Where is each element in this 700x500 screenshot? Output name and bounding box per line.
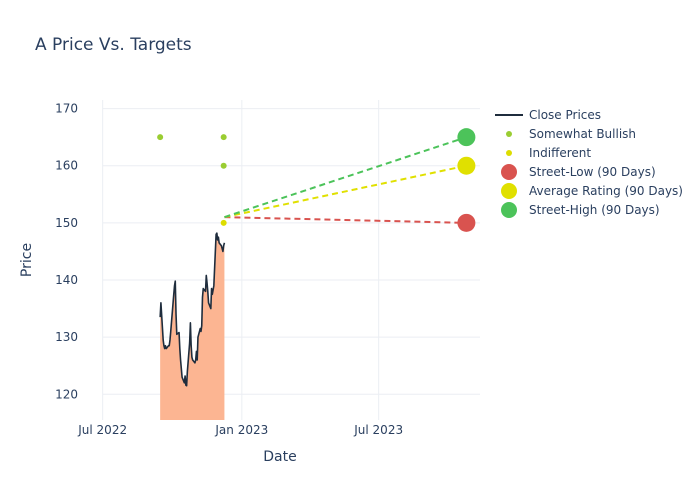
- legend-circle-swatch: [501, 183, 517, 199]
- legend-label: Close Prices: [529, 108, 601, 122]
- legend-item[interactable]: Average Rating (90 Days): [501, 183, 683, 199]
- x-axis-ticks: Jul 2022 Jan 2023 Jul 2023: [77, 423, 403, 437]
- y-axis-title: Price: [19, 243, 35, 277]
- chart-title: A Price Vs. Targets: [35, 35, 192, 55]
- rating-markers: [157, 128, 476, 232]
- x-tick-label: Jul 2022: [77, 423, 127, 437]
- rating-marker: [220, 134, 227, 141]
- x-axis-title: Date: [263, 449, 296, 465]
- legend-label: Somewhat Bullish: [529, 127, 636, 141]
- legend-item[interactable]: Somewhat Bullish: [506, 127, 636, 141]
- legend-circle-swatch: [501, 202, 517, 218]
- close-price-path: [159, 232, 226, 387]
- legend-item[interactable]: Street-Low (90 Days): [501, 164, 656, 180]
- target-line: [224, 136, 467, 219]
- y-tick-label: 130: [55, 330, 78, 344]
- x-tick-label: Jan 2023: [214, 423, 268, 437]
- rating-marker: [220, 162, 227, 169]
- y-tick-label: 140: [55, 273, 78, 287]
- legend[interactable]: Close Prices Somewhat Bullish Indifferent S…: [495, 108, 683, 218]
- y-tick-label: 120: [55, 387, 78, 401]
- rating-marker: [220, 219, 227, 226]
- legend-label: Street-Low (90 Days): [529, 165, 656, 179]
- x-tick-label: Jul 2023: [353, 423, 403, 437]
- y-tick-label: 160: [55, 159, 78, 173]
- legend-label: Street-High (90 Days): [529, 203, 660, 217]
- close-price-area-fill: [160, 233, 225, 420]
- legend-circle-swatch: [501, 164, 517, 180]
- y-tick-label: 170: [55, 102, 78, 116]
- y-tick-label: 150: [55, 216, 78, 230]
- target-marker: [457, 156, 476, 175]
- legend-label: Average Rating (90 Days): [529, 184, 683, 198]
- target-line: [224, 216, 467, 224]
- legend-item[interactable]: Street-High (90 Days): [501, 202, 660, 218]
- legend-item[interactable]: Indifferent: [506, 146, 591, 160]
- close-price-line: [159, 232, 226, 387]
- legend-label: Indifferent: [529, 146, 591, 160]
- legend-dot-swatch: [506, 150, 512, 156]
- rating-marker: [157, 134, 164, 141]
- target-marker: [457, 213, 476, 232]
- grid: [102, 100, 480, 420]
- legend-dot-swatch: [506, 131, 512, 137]
- close-price-area: [160, 233, 225, 420]
- target-line: [224, 164, 467, 219]
- target-marker: [457, 128, 476, 147]
- target-lines: [224, 136, 467, 224]
- y-axis-ticks: 120 130 140 150 160 170: [55, 102, 78, 402]
- legend-item[interactable]: Close Prices: [495, 108, 601, 122]
